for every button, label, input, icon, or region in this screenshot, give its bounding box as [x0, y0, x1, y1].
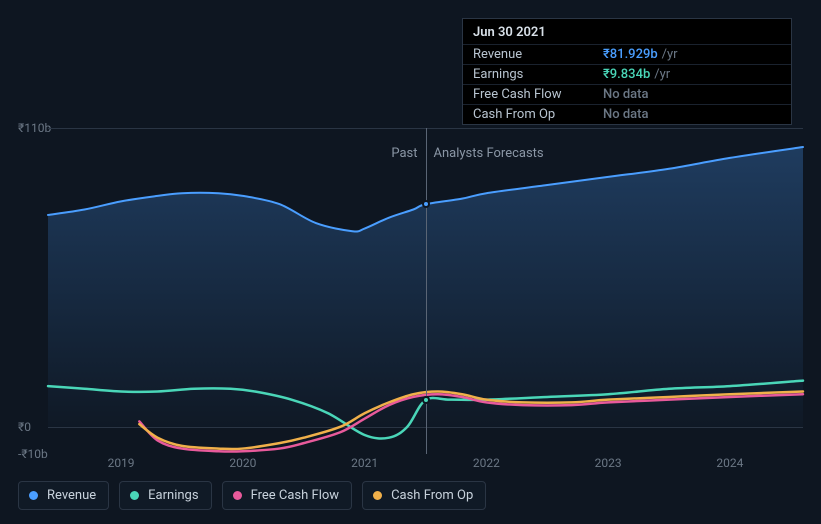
chart-legend: Revenue Earnings Free Cash Flow Cash From O…: [18, 481, 486, 510]
plot-area[interactable]: [48, 128, 803, 454]
y-axis-label: ₹0: [18, 420, 48, 434]
legend-item-revenue[interactable]: Revenue: [18, 481, 109, 510]
tooltip-value: No data: [603, 87, 649, 102]
legend-item-earnings[interactable]: Earnings: [119, 481, 211, 510]
tooltip-date: Jun 30 2021: [463, 19, 791, 44]
x-axis-label: 2019: [108, 456, 135, 470]
x-axis-label: 2021: [351, 456, 378, 470]
hover-dot-revenue: [422, 200, 430, 208]
legend-item-cfo[interactable]: Cash From Op: [362, 481, 486, 510]
tooltip-key: Earnings: [473, 67, 603, 82]
x-axis-label: 2024: [716, 456, 743, 470]
tooltip-row: Revenue₹81.929b/yr: [463, 44, 791, 64]
forecast-section-label: Analysts Forecasts: [434, 146, 544, 161]
tooltip-key: Free Cash Flow: [473, 87, 603, 102]
legend-dot-icon: [130, 491, 139, 500]
past-section-label: Past: [391, 146, 417, 161]
y-axis-label: -₹10b: [18, 447, 48, 461]
y-axis-label: ₹110b: [18, 121, 48, 135]
hover-line: [426, 128, 427, 454]
legend-item-fcf[interactable]: Free Cash Flow: [222, 481, 352, 510]
tooltip-row: Free Cash FlowNo data: [463, 84, 791, 104]
x-axis-label: 2022: [473, 456, 500, 470]
x-axis-label: 2020: [229, 456, 256, 470]
legend-label: Revenue: [47, 488, 96, 503]
hover-dot-earnings: [422, 396, 430, 404]
tooltip-unit: /yr: [654, 67, 670, 82]
legend-dot-icon: [233, 491, 242, 500]
financials-chart: Jun 30 2021 Revenue₹81.929b/yrEarnings₹9…: [18, 0, 803, 524]
tooltip-value: ₹9.834b: [603, 67, 650, 82]
tooltip-row: Cash From OpNo data: [463, 104, 791, 124]
tooltip-key: Cash From Op: [473, 107, 603, 122]
hover-tooltip: Jun 30 2021 Revenue₹81.929b/yrEarnings₹9…: [462, 18, 792, 125]
tooltip-row: Earnings₹9.834b/yr: [463, 64, 791, 84]
legend-label: Free Cash Flow: [251, 488, 339, 503]
legend-dot-icon: [29, 491, 38, 500]
legend-dot-icon: [373, 491, 382, 500]
tooltip-unit: /yr: [662, 47, 678, 62]
tooltip-key: Revenue: [473, 47, 603, 62]
tooltip-value: No data: [603, 107, 649, 122]
x-axis-label: 2023: [595, 456, 622, 470]
legend-label: Cash From Op: [391, 488, 473, 503]
tooltip-value: ₹81.929b: [603, 47, 658, 62]
legend-label: Earnings: [148, 488, 198, 503]
